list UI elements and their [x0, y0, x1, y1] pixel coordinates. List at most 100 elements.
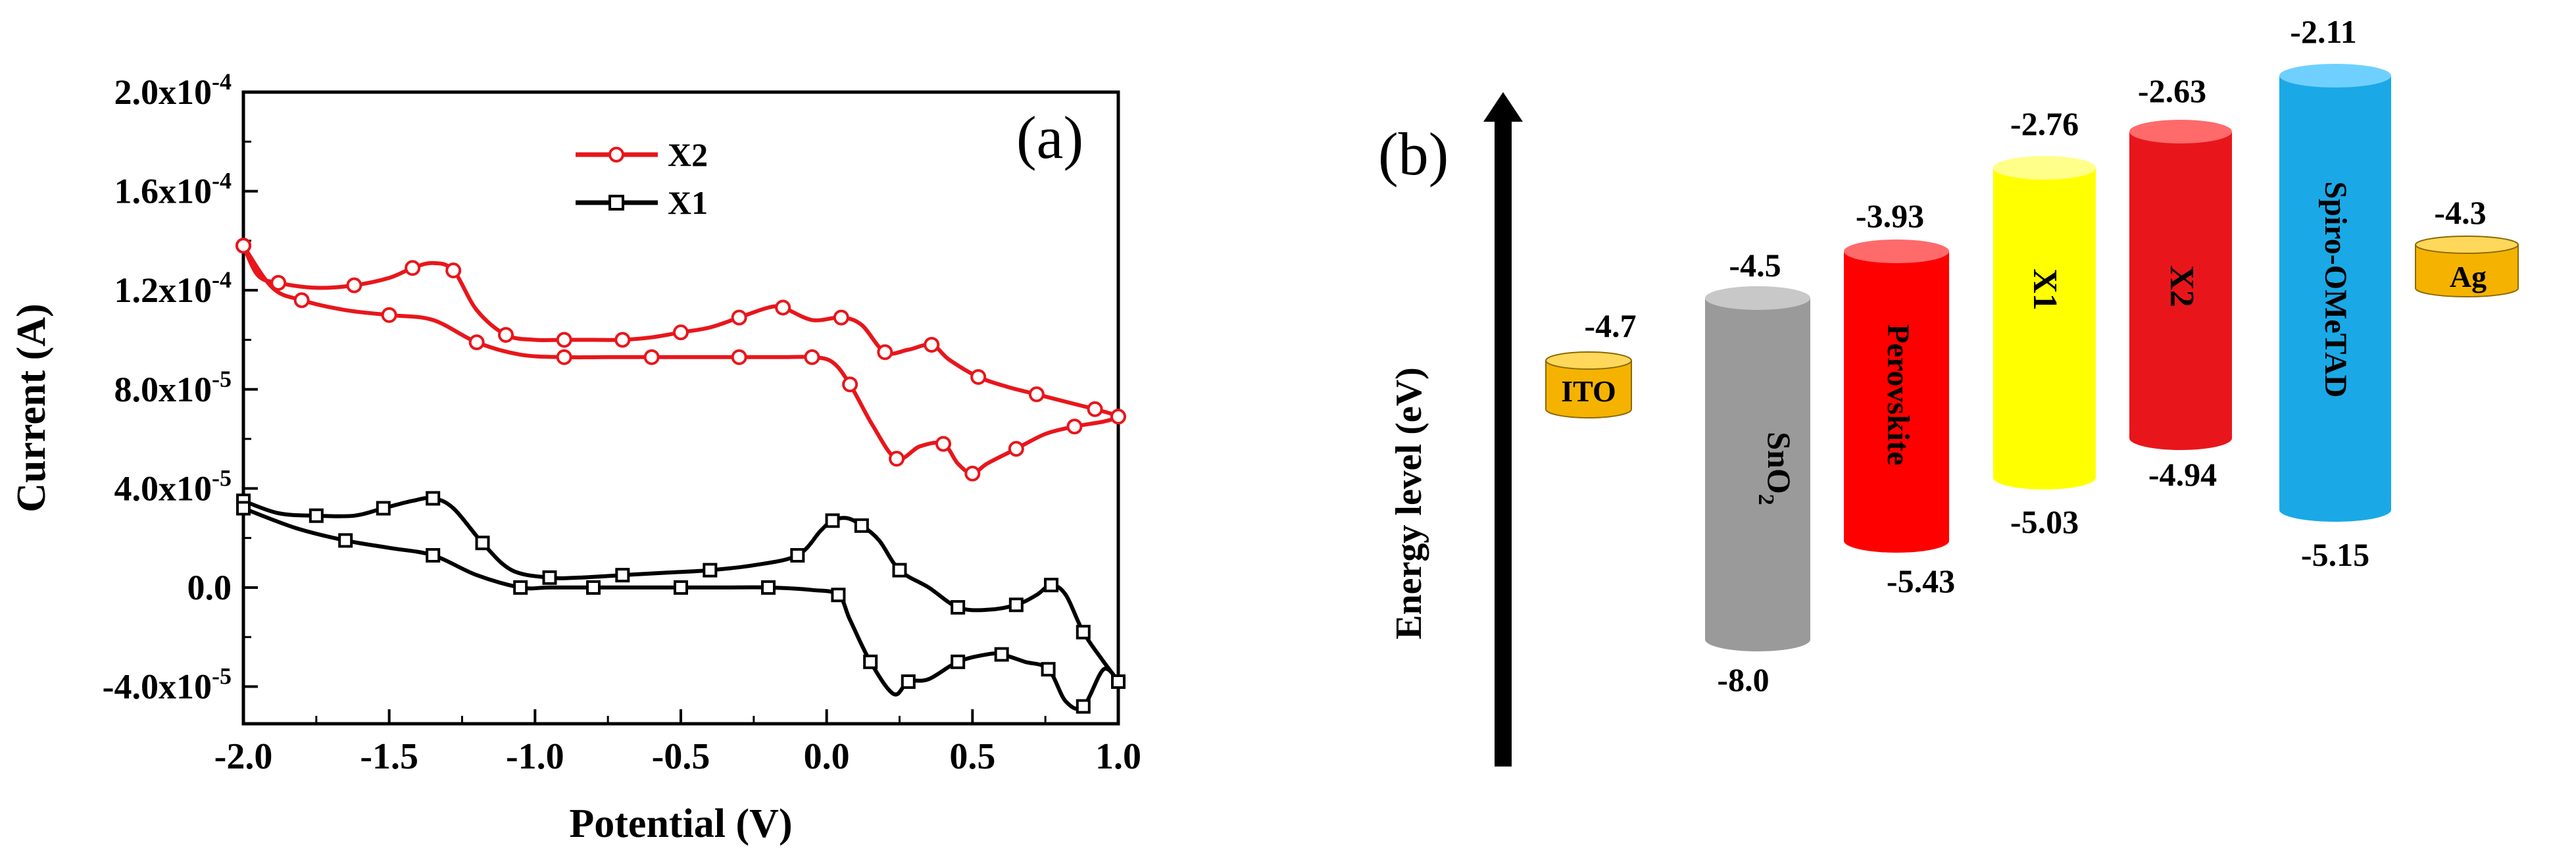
data-point-x2	[804, 349, 820, 365]
layer-x2: X2 -2.63 -4.94	[2129, 72, 2232, 493]
data-point-x1	[951, 654, 966, 669]
perovskite-top-value: -3.93	[1856, 197, 1924, 234]
spiro-label: Spiro-OMeTAD	[2318, 182, 2353, 398]
layer-x1: X1 -2.76 -5.03	[1993, 105, 2096, 540]
data-point-x2	[731, 309, 747, 326]
data-point-x2	[498, 326, 514, 343]
ag-top-value: -4.3	[2434, 194, 2486, 231]
data-point-x1	[338, 533, 353, 548]
data-point-x2	[381, 307, 397, 323]
data-point-x2	[673, 324, 689, 341]
ito-label: ITO	[1561, 374, 1616, 408]
data-point-x1	[951, 600, 966, 615]
data-point-x1	[674, 580, 688, 595]
x2-body	[2129, 132, 2232, 450]
x-tick-label: -1.5	[360, 736, 418, 777]
data-point-x2	[346, 277, 362, 293]
data-point-x2	[235, 238, 251, 254]
data-point-x1	[309, 508, 324, 523]
data-point-x2	[293, 292, 310, 309]
data-point-x1	[831, 588, 846, 603]
data-point-x2	[1087, 401, 1103, 417]
data-point-x2	[614, 332, 631, 348]
data-point-x2	[1110, 409, 1126, 425]
x2-top-value: -2.63	[2138, 72, 2206, 109]
sno2-top	[1705, 286, 1810, 310]
perovskite-label: Perovskite	[1881, 324, 1916, 465]
y-tick-label: 0.0	[187, 568, 232, 607]
x-axis-title: Potential (V)	[569, 801, 792, 846]
data-point-x1	[615, 568, 630, 583]
energy-diagram: (b) Energy level (eV) ITO -4.7 SnO2 -4.5…	[1378, 13, 2519, 767]
data-point-x2	[1008, 441, 1024, 457]
x2-label: X2	[2163, 265, 2200, 307]
data-point-x1	[513, 580, 528, 595]
x-tick-label: -1.0	[506, 736, 564, 777]
x1-body	[1993, 168, 2096, 490]
spiro-top	[2279, 64, 2391, 88]
data-point-x1	[1111, 674, 1126, 689]
data-point-x2	[775, 299, 791, 316]
legend: X2 X1	[576, 136, 708, 221]
sno2-top-value: -4.5	[1729, 247, 1781, 284]
data-point-x2	[1066, 418, 1083, 435]
x1-top-value: -2.76	[2010, 105, 2079, 142]
y-tick-label: 8.0x10-5	[114, 366, 232, 409]
data-point-x2	[270, 274, 287, 291]
ag-body	[2415, 244, 2519, 297]
spiro-bottom-value: -5.15	[2301, 536, 2369, 573]
data-point-x2	[731, 349, 747, 365]
ito-top-value: -4.7	[1584, 307, 1636, 344]
y-axis-title: Current (A)	[9, 303, 54, 512]
series-line-x1	[242, 495, 1120, 711]
x-tick-label: 0.0	[804, 736, 850, 777]
sno2-body	[1705, 298, 1810, 651]
data-point-x1	[1041, 662, 1056, 677]
data-point-x2	[556, 349, 572, 365]
data-point-x1	[854, 518, 869, 533]
data-point-x1	[426, 548, 441, 563]
y-tick-label: 4.0x10-5	[114, 465, 232, 508]
data-point-x2	[468, 334, 485, 351]
ag-label: Ag	[2450, 260, 2487, 293]
data-point-x1	[1008, 597, 1024, 613]
data-point-x2	[964, 465, 981, 482]
tick-label-group: -2.0 -1.5 -1.0 -0.5 0.0 0.5 1.0 -4.0x10-5 0.0 4.0…	[103, 68, 1141, 777]
x-tick-label: -2.0	[214, 736, 273, 777]
data-point-x2	[889, 451, 905, 467]
data-point-x1	[1076, 699, 1091, 714]
data-point-x1	[376, 501, 391, 516]
ag-top	[2415, 236, 2519, 254]
data-point-x2	[643, 349, 660, 365]
data-point-x2	[556, 332, 572, 348]
data-point-x2	[1028, 386, 1045, 403]
layer-perovskite: Perovskite -3.93 -5.43	[1844, 197, 1955, 599]
data-point-x1	[586, 580, 601, 595]
energy-axis-title: Energy level (eV)	[1389, 367, 1429, 640]
ito-body	[1545, 360, 1632, 418]
data-point-x1	[1076, 624, 1091, 640]
data-point-x2	[877, 344, 893, 361]
perovskite-body	[1844, 251, 1949, 553]
x2-bottom-value: -4.94	[2148, 456, 2217, 493]
sno2-bottom-value: -8.0	[1717, 661, 1769, 698]
data-point-x1	[703, 563, 718, 578]
sno2-label: SnO2	[1754, 432, 1798, 505]
legend-marker-x2	[608, 147, 624, 163]
energy-arrow-head	[1483, 92, 1523, 122]
layer-ito: ITO -4.7	[1545, 307, 1637, 418]
x-tick-label: 0.5	[949, 736, 995, 777]
data-point-x2	[405, 260, 421, 276]
y-tick-label: 1.6x10-4	[114, 168, 232, 211]
series-group	[235, 238, 1126, 714]
data-point-x1	[761, 580, 776, 595]
layer-ag: Ag -4.3	[2415, 194, 2519, 297]
x-tick-label: -0.5	[652, 736, 710, 777]
spiro-top-value: -2.11	[2290, 13, 2356, 50]
series-line-x2	[241, 244, 1121, 476]
data-point-x2	[935, 436, 951, 452]
spiro-body	[2279, 76, 2391, 522]
data-point-x1	[901, 674, 916, 689]
data-point-x1	[475, 536, 490, 551]
